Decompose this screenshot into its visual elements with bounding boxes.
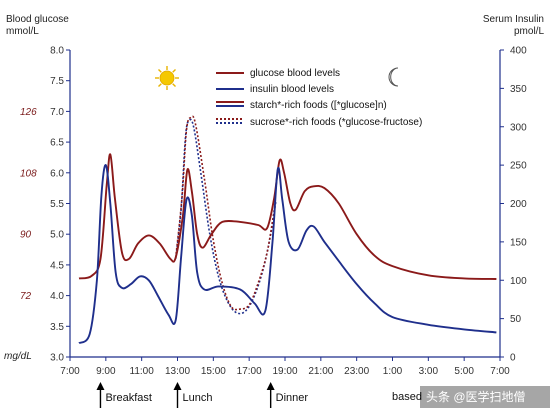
meal-arrow-icon xyxy=(173,382,182,390)
right-tick-label: 300 xyxy=(510,122,527,133)
right-tick-label: 150 xyxy=(510,237,527,248)
x-tick-label: 9:00 xyxy=(96,366,116,377)
left-tick-label: 8.0 xyxy=(50,46,64,57)
moon-icon xyxy=(388,67,399,87)
left-tick-label: 5.5 xyxy=(50,199,64,210)
mg-label: 72 xyxy=(20,291,32,302)
meal-markers: Breakfast Lunch Dinner xyxy=(96,382,308,408)
x-tick-label: 21:00 xyxy=(308,366,333,377)
left-tick-label: 4.5 xyxy=(50,260,64,271)
right-axis-title-line1: Serum Insulin xyxy=(483,14,544,25)
x-tick-label: 17:00 xyxy=(237,366,262,377)
left-axis-title-line1: Blood glucose xyxy=(6,14,69,25)
sun-icon xyxy=(155,66,179,90)
mg-label: 108 xyxy=(20,168,37,179)
x-axis-ticks: 7:00 9:00 11:00 13:00 15:00 17:00 19:00 21:00 23… xyxy=(60,357,510,377)
series-layer xyxy=(78,115,497,345)
right-tick-label: 50 xyxy=(510,314,522,325)
legend-sucrose: sucrose*-rich foods (*glucose-fructose) xyxy=(250,117,422,128)
right-axis-title-line2: pmol/L xyxy=(514,26,544,37)
x-tick-label: 19:00 xyxy=(272,366,297,377)
mg-axis-unit: mg/dL xyxy=(4,351,32,362)
left-axis-ticks: 8.0 7.5 7.0 6.5 6.0 5.5 5.0 4.5 4.0 3.5 3.0 xyxy=(50,46,70,364)
right-tick-label: 400 xyxy=(510,46,527,57)
left-tick-label: 6.0 xyxy=(50,168,64,179)
left-tick-label: 3.5 xyxy=(50,322,64,333)
x-tick-label: 7:00 xyxy=(490,366,510,377)
x-tick-label: 23:00 xyxy=(344,366,369,377)
mg-label: 126 xyxy=(20,107,37,118)
watermark: 头条 @医学扫地僧 xyxy=(426,389,526,404)
right-tick-label: 200 xyxy=(510,199,527,210)
left-tick-label: 5.0 xyxy=(50,230,64,241)
meal-arrow-icon xyxy=(266,382,275,390)
right-tick-label: 250 xyxy=(510,161,527,172)
meal-label: Lunch xyxy=(183,392,213,404)
mg-axis-labels: 126 108 90 72 xyxy=(20,107,37,302)
legend-insulin: insulin blood levels xyxy=(250,84,334,95)
right-tick-label: 100 xyxy=(510,276,527,287)
right-axis-ticks: 400 350 300 250 200 150 100 50 0 xyxy=(500,46,527,364)
legend-glucose: glucose blood levels xyxy=(250,68,340,79)
footnote: based xyxy=(392,391,422,403)
meal-label: Breakfast xyxy=(105,392,151,404)
x-tick-label: 3:00 xyxy=(419,366,439,377)
series-line xyxy=(174,115,276,311)
x-tick-label: 5:00 xyxy=(454,366,474,377)
left-tick-label: 7.0 xyxy=(50,107,64,118)
left-tick-label: 3.0 xyxy=(50,353,64,364)
legend: glucose blood levels insulin blood level… xyxy=(216,68,422,128)
x-tick-label: 15:00 xyxy=(201,366,226,377)
legend-starch: starch*-rich foods ([*glucose]n) xyxy=(250,100,387,111)
right-tick-label: 0 xyxy=(510,353,516,364)
left-axis-title-line2: mmol/L xyxy=(6,26,39,37)
series-line xyxy=(78,153,497,280)
left-tick-label: 6.5 xyxy=(50,138,64,149)
meal-label: Dinner xyxy=(276,392,309,404)
x-tick-label: 1:00 xyxy=(383,366,403,377)
x-tick-label: 11:00 xyxy=(130,366,155,377)
right-tick-label: 350 xyxy=(510,84,527,95)
x-tick-label: 7:00 xyxy=(60,366,80,377)
watermark-bg xyxy=(420,386,550,408)
series-line xyxy=(78,164,497,345)
meal-arrow-icon xyxy=(96,382,105,390)
series-line xyxy=(174,118,277,315)
left-tick-label: 7.5 xyxy=(50,76,64,87)
mg-label: 90 xyxy=(20,230,32,241)
x-tick-label: 13:00 xyxy=(165,366,190,377)
left-tick-label: 4.0 xyxy=(50,291,64,302)
